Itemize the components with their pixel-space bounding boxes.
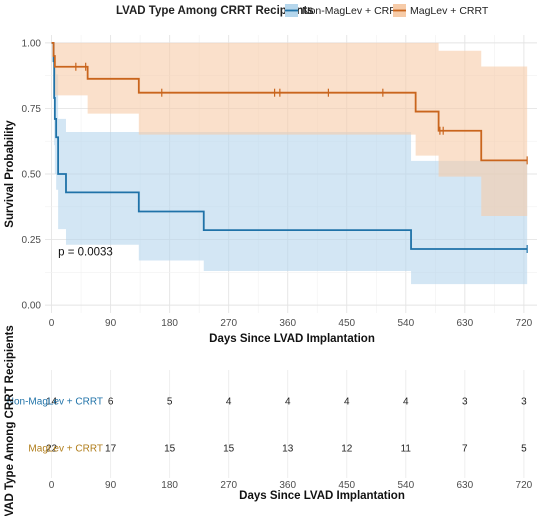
risk-table: 14 6 5 4 4 4 4 3 3 22 17 15 15 13 12 11 7 5 Non-MagLev + … [4,325,533,516]
ci-band-maglev [51,42,528,216]
survival-curve-maglev [51,41,528,162]
risk-table-cell: 3 [462,397,468,408]
risk-table-cell: 14 [46,397,58,408]
risk-table-cell: 4 [226,397,232,408]
risk-table-cell: 15 [223,444,235,455]
y-tick-label: 0.00 [22,301,42,312]
risk-table-cell: 6 [108,397,114,408]
censor-marks [75,62,528,254]
risk-table-row-label: MagLev + CRRT [28,444,103,455]
y-tick-label: 0.50 [22,170,42,181]
risk-table-cell: 7 [462,444,468,455]
risk-table-cell: 12 [341,444,353,455]
risk-table-x-tick-label: 90 [105,480,117,491]
x-tick-label: 450 [338,318,355,329]
x-tick-labels: 0 90 180 270 360 450 540 630 720 [49,318,533,329]
y-axis-label: Survival Probability [4,120,16,228]
risk-table-cell: 17 [105,444,117,455]
survival-curves [51,41,528,250]
y-tick-label: 0.75 [22,104,42,115]
legend: LVAD Type Among CRRT Recipients Non-MagL… [116,4,489,17]
risk-table-cell: 4 [403,397,409,408]
risk-table-x-tick-label: 0 [49,480,55,491]
risk-table-x-tick-labels: 0 90 180 270 360 450 540 630 720 [49,480,533,491]
legend-item-non-maglev: Non-MagLev + CRRT [285,4,404,17]
x-tick-label: 270 [220,318,237,329]
risk-table-x-tick-label: 450 [338,480,355,491]
risk-table-row-labels: Non-MagLev + CRRT MagLev + CRRT [7,397,103,455]
x-tick-label: 90 [105,318,117,329]
x-tick-label: 540 [397,318,414,329]
y-tick-label: 1.00 [22,38,42,49]
risk-table-cells: 14 6 5 4 4 4 4 3 3 22 17 15 15 13 12 11 7 5 [46,397,527,455]
risk-table-cell: 13 [282,444,294,455]
x-tick-label: 0 [49,318,55,329]
risk-table-y-axis-label: LVAD Type Among CRRT Recipients [4,325,16,516]
risk-table-cell: 3 [521,397,527,408]
risk-table-cell: 22 [46,444,58,455]
risk-table-cell: 15 [164,444,176,455]
risk-table-x-tick-label: 270 [220,480,237,491]
confidence-bands [51,42,528,285]
risk-table-cell: 4 [285,397,291,408]
legend-item-maglev: MagLev + CRRT [393,4,489,17]
risk-table-x-axis-label: Days Since LVAD Implantation [239,490,405,502]
risk-table-cell: 11 [401,444,412,455]
risk-table-row-label: Non-MagLev + CRRT [7,397,103,408]
x-tick-label: 360 [279,318,296,329]
risk-table-x-tick-label: 540 [397,480,414,491]
risk-table-x-tick-label: 180 [161,480,178,491]
x-tick-label: 180 [161,318,178,329]
risk-table-cell: 5 [167,397,173,408]
ci-band-non-maglev [51,42,528,285]
risk-table-x-tick-label: 630 [456,480,473,491]
x-axis-label: Days Since LVAD Implantation [209,333,375,345]
p-value-annotation: p = 0.0033 [58,246,113,258]
risk-table-grid [51,370,525,478]
survival-plot: 0.00 0.25 0.50 0.75 1.00 0 90 180 270 360 450 540 6… [4,35,537,345]
legend-title: LVAD Type Among CRRT Recipients [116,5,314,17]
risk-table-x-tick-label: 360 [279,480,296,491]
legend-label-maglev: MagLev + CRRT [410,5,489,17]
risk-table-cell: 4 [344,397,350,408]
risk-table-cell: 5 [521,444,527,455]
risk-table-x-tick-label: 720 [516,480,533,491]
x-tick-label: 630 [456,318,473,329]
legend-label-non-maglev: Non-MagLev + CRRT [302,5,404,17]
y-tick-label: 0.25 [22,235,42,246]
x-tick-label: 720 [516,318,533,329]
y-tick-labels: 0.00 0.25 0.50 0.75 1.00 [22,38,42,311]
